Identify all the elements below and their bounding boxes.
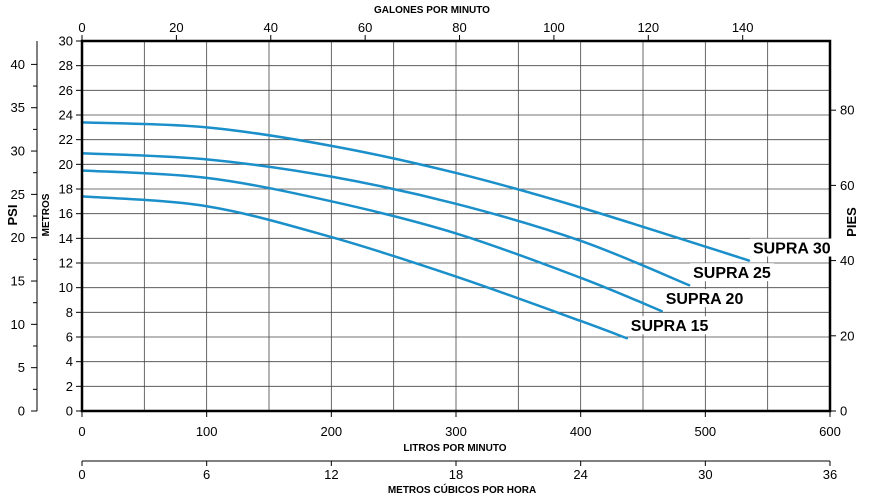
y-primary-tick-label: 12 [59,256,73,271]
series-label-background [662,289,747,308]
curve-supra-20 [80,169,663,313]
y-primary-tick-label: 10 [59,280,73,295]
x-top-axis-title: GALONES POR MINUTO [374,5,490,16]
x-primary-tick-label: 500 [694,424,716,439]
x-primary-tick-label: 0 [78,424,85,439]
y-right-tick-label: 20 [840,328,854,343]
x-bottom2-tick-label: 6 [203,467,210,482]
x-top-tick-label: 60 [358,20,372,35]
x-primary-axis-title: LITROS POR MINUTO [403,443,506,454]
x-primary-tick-label: 600 [819,424,841,439]
y-primary-tick-label: 20 [59,157,73,172]
x-top-tick-label: 140 [732,20,754,35]
axis-ticks: 0246810121416182022242628300510152025303… [11,20,855,482]
y-right-tick-label: 60 [840,178,854,193]
y-right-axis-title: PIES [844,207,859,237]
y-right-tick-label: 80 [840,103,854,118]
y-left2-tick-label: 30 [11,144,25,159]
series-labels: SUPRA 30 SUPRA 25 SUPRA 20 SUPRA 15 [627,238,834,335]
y-right-tick-label: 40 [840,253,854,268]
x-bottom2-tick-label: 30 [698,467,712,482]
y-right-tick-label: 0 [840,404,847,419]
y-left2-axis-title: PSI [5,205,20,226]
series-label-background [749,238,834,257]
y-primary-tick-label: 30 [59,34,73,49]
x-top-tick-label: 0 [78,20,85,35]
x-top-tick-label: 80 [452,20,466,35]
series-label-background [690,263,775,282]
performance-curves [80,121,751,340]
x-primary-tick-label: 200 [320,424,342,439]
x-primary-tick-label: 100 [196,424,218,439]
x-top-tick-label: 20 [169,20,183,35]
x-bottom2-tick-label: 0 [78,467,85,482]
y-left2-tick-label: 5 [18,360,25,375]
series-label-background [627,316,712,335]
x-primary-tick-label: 400 [570,424,592,439]
y-primary-tick-label: 22 [59,132,73,147]
grid-lines [82,41,830,411]
curve-supra-15 [80,195,629,340]
y-primary-tick-label: 2 [66,379,73,394]
x-primary-tick-label: 300 [445,424,467,439]
curve-supra-30 [80,121,751,262]
series-label-supra-15: SUPRA 15 [631,318,709,335]
x-bottom2-axis-title: METROS CÚBICOS POR HORA [388,483,536,496]
curve-supra-25 [80,151,691,287]
x-bottom2-tick-label: 24 [573,467,587,482]
y-left2-tick-label: 15 [11,274,25,289]
x-bottom2-tick-label: 18 [449,467,463,482]
y-left2-tick-label: 0 [18,404,25,419]
y-primary-tick-label: 6 [66,330,73,345]
series-label-supra-25: SUPRA 25 [693,265,771,282]
x-top-tick-label: 120 [637,20,659,35]
x-top-tick-label: 40 [264,20,278,35]
y-left2-tick-label: 25 [11,187,25,202]
y-left2-tick-label: 40 [11,57,25,72]
y-primary-tick-label: 18 [59,182,73,197]
y-primary-tick-label: 16 [59,206,73,221]
y-primary-axis-title: METROS [41,193,52,236]
y-primary-tick-label: 24 [59,108,73,123]
x-bottom2-tick-label: 36 [823,467,837,482]
y-primary-tick-label: 26 [59,83,73,98]
y-primary-tick-label: 4 [66,354,73,369]
x-top-tick-label: 100 [543,20,565,35]
x-bottom2-tick-label: 12 [324,467,338,482]
y-left2-tick-label: 20 [11,230,25,245]
series-label-supra-20: SUPRA 20 [666,291,744,308]
y-primary-tick-label: 14 [59,231,73,246]
y-primary-tick-label: 8 [66,305,73,320]
y-left2-tick-label: 10 [11,317,25,332]
series-label-supra-30: SUPRA 30 [753,241,831,258]
y-primary-tick-label: 0 [66,404,73,419]
y-left2-tick-label: 35 [11,100,25,115]
y-primary-tick-label: 28 [59,58,73,73]
